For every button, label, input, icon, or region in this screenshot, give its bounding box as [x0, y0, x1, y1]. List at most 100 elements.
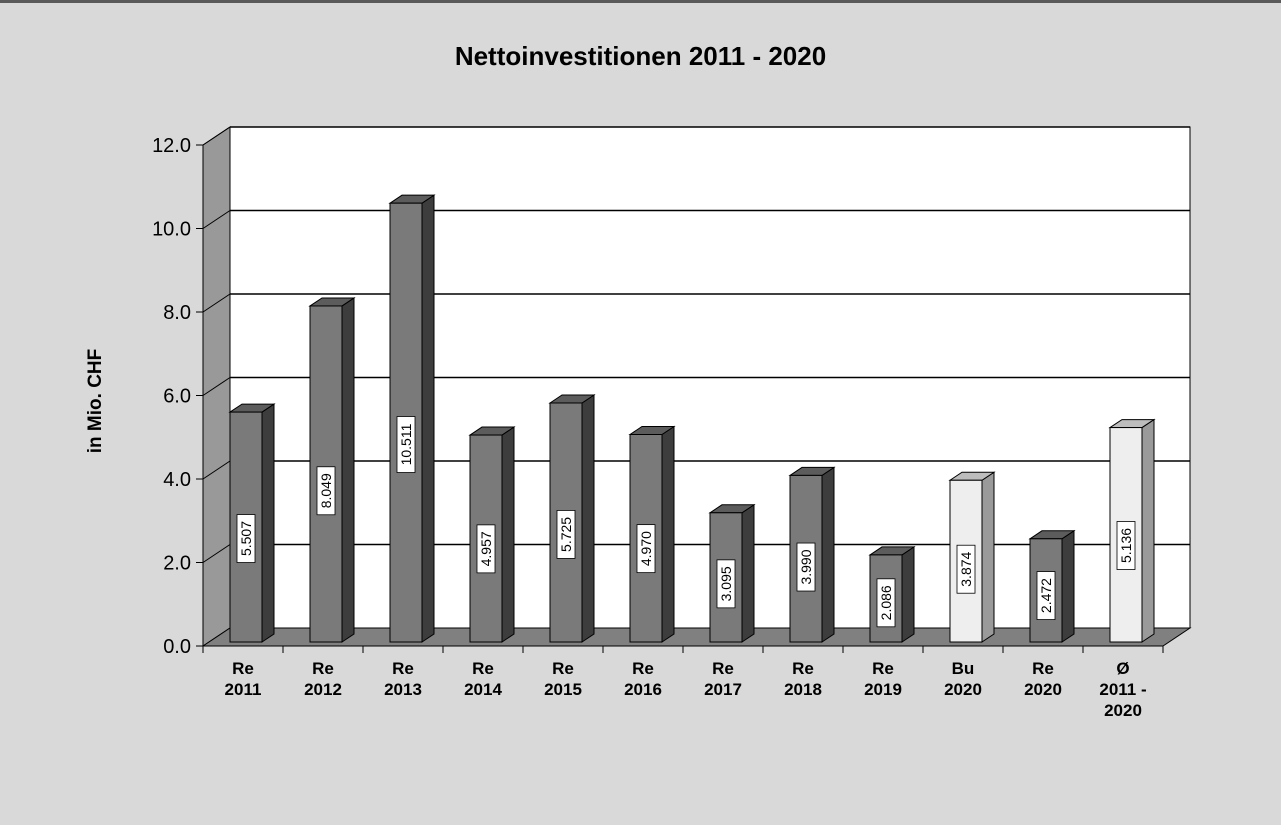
- gridline-side: [202, 210, 231, 229]
- data-label-text: 2.472: [1038, 578, 1054, 613]
- bar-side: [661, 425, 675, 643]
- y-tick-label: 8.0: [163, 302, 191, 324]
- x-tick-label-line: 2013: [384, 680, 422, 699]
- data-label-box: [476, 524, 496, 574]
- bar-side: [501, 426, 515, 643]
- x-tick-label-line: Re: [312, 659, 334, 678]
- data-label-text: 3.095: [718, 566, 734, 601]
- data-label-box: [316, 466, 336, 516]
- data-label-text: 4.957: [478, 531, 494, 566]
- data-label-text: 2.086: [878, 585, 894, 620]
- x-tick-label-line: 2012: [304, 680, 342, 699]
- data-label-box: [796, 542, 816, 592]
- data-label-text: 5.725: [558, 517, 574, 552]
- gridline-side: [202, 293, 231, 313]
- data-label-box: [956, 544, 976, 594]
- x-tick-label-line: 2018: [784, 680, 822, 699]
- bar-side: [1141, 418, 1155, 643]
- x-tick-label: Re 2018: [784, 659, 822, 699]
- x-tick-label: Re 2012: [304, 659, 342, 699]
- y-tick-label: 6.0: [163, 386, 191, 408]
- x-tick-label: Re 2017: [704, 659, 742, 699]
- x-tick-label-line: Ø: [1116, 659, 1129, 678]
- data-label-text: 10.511: [398, 423, 414, 465]
- x-tick-label: Ø 2011 - 2020: [1099, 659, 1146, 720]
- x-tick-label-line: 2014: [464, 680, 502, 699]
- bar: [469, 434, 503, 643]
- x-tick-label: Re 2014: [464, 659, 502, 699]
- x-tick-label: Re 2019: [864, 659, 902, 699]
- data-label: 2.472: [1036, 571, 1056, 620]
- x-tick-label-line: Re: [392, 659, 414, 678]
- data-label: 4.970: [636, 524, 656, 574]
- x-tick-label-line: 2020: [944, 680, 982, 699]
- data-label-box: [396, 416, 416, 473]
- data-label-box: [716, 559, 736, 609]
- x-tick-label: Re 2015: [544, 659, 582, 699]
- x-tick-label-line: 2020: [1104, 701, 1142, 720]
- x-tick-label-line: 2020: [1024, 680, 1062, 699]
- x-tick-label: Re 2013: [384, 659, 422, 699]
- data-label: 8.049: [316, 466, 336, 516]
- data-label-box: [1116, 521, 1136, 570]
- chart-title: Nettoinvestitionen 2011 - 2020: [454, 41, 827, 71]
- y-tick-label: 12.0: [152, 135, 191, 157]
- data-label-text: 4.970: [638, 531, 654, 566]
- data-label: 2.086: [876, 578, 896, 628]
- bar-side: [421, 194, 435, 643]
- gridline-side: [202, 126, 231, 146]
- data-label-text: 3.874: [958, 551, 974, 586]
- data-label-box: [876, 578, 896, 628]
- gridline-side: [202, 460, 231, 480]
- data-label: 4.957: [476, 524, 496, 574]
- x-tick-label-line: 2017: [704, 680, 742, 699]
- x-tick-label-line: Re: [232, 659, 254, 678]
- bar-side: [821, 466, 835, 643]
- bar-side: [581, 394, 595, 643]
- data-label-text: 8.049: [318, 473, 334, 508]
- y-tick-label: 10.0: [152, 219, 191, 241]
- data-label-text: 3.990: [798, 549, 814, 584]
- x-tick-label-line: Re: [872, 659, 894, 678]
- bar-side: [981, 471, 995, 643]
- bar-side: [341, 297, 355, 643]
- x-tick-label-line: Re: [1032, 659, 1054, 678]
- x-tick-label-line: 2019: [864, 680, 902, 699]
- bar-side: [741, 503, 755, 643]
- data-label: 10.511: [396, 416, 416, 473]
- bar-side: [901, 545, 915, 643]
- data-label: 3.874: [956, 544, 976, 594]
- x-tick-label-line: 2015: [544, 680, 582, 699]
- y-tick-label: 0.0: [163, 636, 191, 658]
- data-label-box: [636, 524, 656, 574]
- data-label: 5.725: [556, 510, 576, 559]
- x-tick-label-line: 2011: [225, 680, 262, 699]
- data-label: 5.507: [236, 514, 256, 563]
- x-tick-label-line: 2011 -: [1099, 680, 1146, 699]
- gridline-side: [202, 377, 231, 396]
- data-label: 5.136: [1116, 521, 1136, 570]
- x-tick-label-line: Re: [472, 659, 494, 678]
- x-tick-label-line: Re: [552, 659, 574, 678]
- gridline-side: [202, 544, 231, 563]
- x-tick-label: Re 2011: [225, 659, 262, 699]
- x-tick-label: Re 2016: [624, 659, 662, 699]
- x-tick-label: Re 2020: [1024, 659, 1062, 699]
- data-label-box: [1036, 571, 1056, 620]
- data-label-box: [236, 514, 256, 563]
- x-tick-label-line: Bu: [952, 659, 975, 678]
- bar-side: [1061, 529, 1075, 643]
- x-tick-label: Bu 2020: [944, 659, 982, 699]
- bar-side: [261, 403, 275, 643]
- data-label: 3.990: [796, 542, 816, 592]
- data-label: 3.095: [716, 559, 736, 609]
- data-label-text: 5.136: [1118, 528, 1134, 563]
- data-label-box: [556, 510, 576, 559]
- y-tick-label: 2.0: [163, 553, 191, 575]
- x-tick-label-line: Re: [632, 659, 654, 678]
- data-label-text: 5.507: [238, 521, 254, 556]
- y-tick-label: 4.0: [163, 469, 191, 491]
- x-tick-label-line: Re: [792, 659, 814, 678]
- x-tick-label-line: 2016: [624, 680, 662, 699]
